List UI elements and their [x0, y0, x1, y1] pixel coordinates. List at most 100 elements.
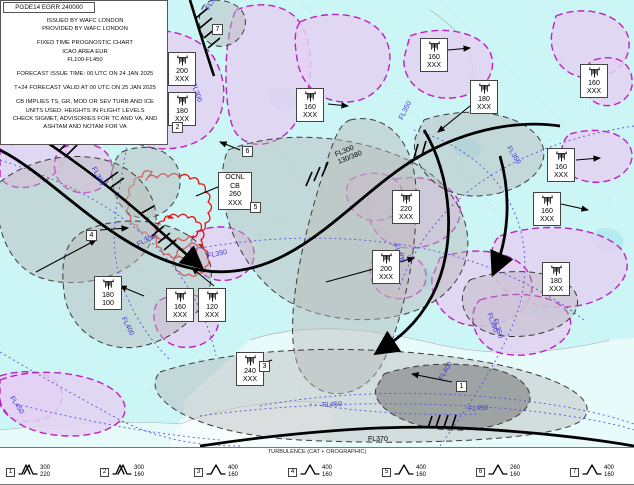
legend-item-number: 1 [6, 467, 15, 477]
cb-box: 180 100 [94, 276, 122, 310]
turbulence-icon [582, 463, 602, 481]
turbulence-area-tag: 2 [172, 122, 183, 133]
legend-item: 2 300 160 [100, 462, 144, 482]
cb-top-level: 220 [400, 206, 412, 213]
cb-base-level: 100 [102, 300, 114, 308]
cb-base-level: XXX [172, 312, 187, 320]
cb-top-level: 200 [380, 266, 392, 273]
cb-top-level: 160 [555, 164, 567, 171]
jetstream-label: FL370 [368, 436, 388, 444]
cb-box: 200 XXX [372, 250, 400, 284]
cb-base-level: XXX [378, 274, 393, 282]
cb-base-level: XXX [398, 214, 413, 222]
cb-icon [373, 251, 399, 266]
legend-base-level: 220 [40, 472, 51, 478]
turbulence-area-tag: 3 [259, 361, 270, 372]
cb-base-level: XXX [476, 104, 491, 112]
legend-item-levels: 300 220 [40, 465, 50, 478]
bulletin-id: PGDE14 EGRR 240000 [3, 2, 95, 13]
header-line-valid-time: T+24 FORECAST VALID AT 00 UTC ON 25 JAN … [14, 85, 156, 92]
cb-box: 220 XXX [392, 190, 420, 224]
cb-base-level: XXX [426, 62, 441, 70]
cb-icon [543, 263, 569, 278]
cb-base-level: XXX [586, 88, 601, 96]
cb-box: 180 XXX [168, 92, 196, 126]
cb-top-level: 160 [541, 208, 553, 215]
legend-item-levels: 260 160 [510, 465, 520, 478]
cb-base-level: XXX [174, 116, 189, 124]
cb-icon [581, 65, 607, 80]
legend-item-number: 2 [100, 467, 109, 477]
cb-icon [167, 289, 193, 304]
header-line-provided-by: PROVIDED BY WAFC LONDON [42, 26, 128, 33]
turbulence-area-tag: 5 [250, 202, 261, 213]
cb-icon [534, 193, 560, 208]
cb-icon [95, 277, 121, 292]
cb-box: 160 XXX [547, 148, 575, 182]
legend-title: TURBULENCE (CAT + OROGRAPHIC) [267, 449, 367, 455]
header-line-issue-time: FORECAST ISSUE TIME: 00 UTC ON 24 JAN 20… [16, 71, 154, 78]
cb-icon [297, 89, 323, 104]
legend-item-levels: 300 160 [134, 465, 144, 478]
cb-icon [199, 289, 225, 304]
ocnl-cb-box: OCNL CB 260 XXX [218, 172, 252, 211]
cb-top-level: 160 [304, 104, 316, 111]
cb-box: 180 XXX [470, 80, 498, 114]
cb-top-level: 160 [428, 54, 440, 61]
turbulence-icon [112, 463, 132, 481]
header-line-fl-range: FL100-FL450 [67, 56, 103, 63]
cb-box: 160 XXX [420, 38, 448, 72]
cb-icon [471, 81, 497, 96]
turbulence-icon [488, 463, 508, 481]
ocnl-top-level: 260 [229, 191, 241, 199]
cb-top-level: 180 [176, 108, 188, 115]
cb-box: 160 XXX [166, 288, 194, 322]
jet-level: FL370 [368, 436, 388, 443]
legend-item-levels: 400 160 [322, 465, 332, 478]
cb-box: 200 XXX [168, 52, 196, 86]
turbulence-icon [206, 463, 226, 481]
cb-box: 120 XXX [198, 288, 226, 322]
legend-base-level: 160 [510, 472, 521, 478]
cb-base-level: XXX [548, 286, 563, 294]
cb-top-level: 180 [550, 278, 562, 285]
legend-item: 6 260 160 [476, 462, 520, 482]
cb-label: CB [230, 182, 240, 190]
flight-level-label: FL450 [468, 404, 489, 413]
cb-top-level: 120 [206, 304, 218, 311]
turbulence-area-tag: 1 [456, 381, 467, 392]
cb-icon [169, 53, 195, 68]
legend-item-number: 5 [382, 467, 391, 477]
cb-icon [548, 149, 574, 164]
turbulence-area-tag: 4 [86, 230, 97, 241]
legend-top-level: 400 [322, 465, 333, 472]
header-line-ashtam: ASHTAM AND NOTAM FOR VA [43, 124, 127, 131]
chart-header-box: PGDE14 EGRR 240000 ISSUED BY WAFC LONDON… [0, 0, 168, 145]
legend-base-level: 160 [604, 472, 615, 478]
cb-icon [393, 191, 419, 206]
legend-item-levels: 400 160 [228, 465, 238, 478]
legend-top-level: 260 [510, 465, 521, 472]
cb-base-level: XXX [553, 172, 568, 180]
legend-base-level: 160 [228, 472, 239, 478]
legend-item: 4 400 160 [288, 462, 332, 482]
cb-top-level: 160 [174, 304, 186, 311]
cb-box: 160 XXX [296, 88, 324, 122]
legend-item: 7 400 160 [570, 462, 614, 482]
legend-base-level: 160 [322, 472, 333, 478]
turbulence-legend: TURBULENCE (CAT + OROGRAPHIC) 1 300 220 2 30… [0, 447, 634, 485]
legend-item-number: 4 [288, 467, 297, 477]
turbulence-icon [18, 463, 38, 481]
legend-item-number: 6 [476, 467, 485, 477]
cb-base-level: XXX [174, 76, 189, 84]
header-line-cb-note: CB IMPLIES TS, GR, MOD OR SEV TURB AND I… [16, 99, 154, 106]
ocnl-label: OCNL [225, 174, 245, 181]
cb-top-level: 180 [102, 292, 114, 299]
legend-base-level: 160 [416, 472, 427, 478]
header-text: ISSUED BY WAFC LONDON PROVIDED BY WAFC L… [1, 17, 169, 137]
legend-item-number: 3 [194, 467, 203, 477]
legend-base-level: 160 [134, 472, 145, 478]
cb-top-level: 160 [588, 80, 600, 87]
